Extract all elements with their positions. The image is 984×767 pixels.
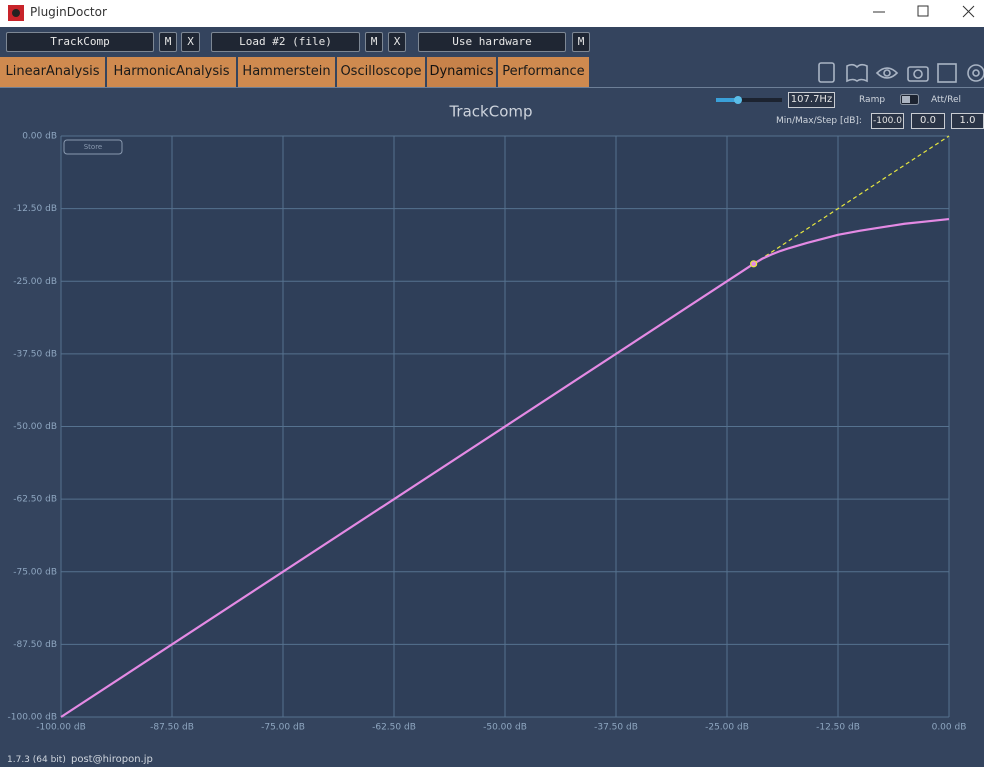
hardware-button[interactable]: Use hardware bbox=[418, 32, 566, 52]
version-label: 1.7.3 (64 bit) bbox=[7, 755, 66, 765]
mute-button[interactable]: M bbox=[159, 32, 177, 52]
y-tick-label: -62.50 dB bbox=[13, 495, 57, 505]
chart-title: TrackComp bbox=[448, 103, 532, 121]
y-tick-label: 0.00 dB bbox=[22, 132, 57, 142]
threshold-marker bbox=[750, 260, 758, 268]
max-input[interactable]: 0.0 bbox=[911, 113, 945, 129]
ramp-toggle[interactable] bbox=[900, 94, 920, 105]
panel-border bbox=[0, 87, 984, 88]
tab[interactable]: Oscilloscope bbox=[337, 57, 425, 87]
store-button[interactable] bbox=[63, 139, 123, 155]
app-icon bbox=[8, 5, 24, 21]
email-label: post@hiropon.jp bbox=[71, 754, 153, 765]
series-line bbox=[60, 217, 950, 718]
window-title: PluginDoctor bbox=[30, 5, 107, 19]
view-icon[interactable] bbox=[875, 67, 899, 79]
x-tick-label: -25.00 dB bbox=[705, 723, 749, 733]
remove-button[interactable]: X bbox=[181, 32, 200, 52]
min-input[interactable]: -100.0 bbox=[871, 113, 904, 129]
title-bar: PluginDoctor bbox=[0, 0, 984, 27]
plugin-slot[interactable]: Load #2 (file) bbox=[211, 32, 360, 52]
mute-button[interactable]: M bbox=[365, 32, 383, 52]
compare-icon[interactable] bbox=[937, 63, 957, 83]
series-line bbox=[753, 135, 950, 265]
x-tick-label: -12.50 dB bbox=[816, 723, 860, 733]
tab[interactable]: Hammerstein bbox=[238, 57, 335, 87]
maximize-button[interactable] bbox=[917, 5, 929, 17]
frequency-value[interactable]: 107.7Hz bbox=[788, 92, 835, 108]
x-tick-label: -37.50 dB bbox=[594, 723, 638, 733]
x-tick-label: -62.50 dB bbox=[372, 723, 416, 733]
tab[interactable]: HarmonicAnalysis bbox=[107, 57, 236, 87]
remove-button[interactable]: X bbox=[388, 32, 406, 52]
settings-icon[interactable] bbox=[967, 64, 984, 82]
y-tick-label: -50.00 dB bbox=[13, 422, 57, 432]
toolbar-icons bbox=[818, 62, 984, 83]
window-controls[interactable] bbox=[860, 0, 984, 27]
tab[interactable]: Performance bbox=[498, 57, 589, 87]
x-tick-label: -75.00 dB bbox=[261, 723, 305, 733]
y-tick-label: -25.00 dB bbox=[13, 277, 57, 287]
mute-button[interactable]: M bbox=[572, 32, 590, 52]
store-label: Store bbox=[84, 143, 103, 151]
tab[interactable]: LinearAnalysis bbox=[0, 57, 105, 87]
y-tick-label: -37.50 dB bbox=[13, 349, 57, 359]
x-tick-label: -50.00 dB bbox=[483, 723, 527, 733]
x-tick-label: -87.50 dB bbox=[150, 723, 194, 733]
notes-icon[interactable] bbox=[818, 62, 835, 83]
att-rel-label: Att/Rel bbox=[931, 95, 961, 105]
y-tick-label: -12.50 dB bbox=[13, 204, 57, 214]
y-tick-label: -75.00 dB bbox=[13, 567, 57, 577]
step-input[interactable]: 1.0 bbox=[951, 113, 984, 129]
plugin-slot[interactable]: TrackComp bbox=[6, 32, 154, 52]
y-tick-label: -100.00 dB bbox=[8, 713, 58, 723]
close-button[interactable] bbox=[962, 5, 975, 18]
x-tick-label: 0.00 dB bbox=[932, 723, 967, 733]
x-tick-label: -100.00 dB bbox=[36, 723, 86, 733]
ramp-label: Ramp bbox=[859, 95, 886, 105]
tab[interactable]: Dynamics bbox=[427, 57, 496, 87]
frequency-slider[interactable] bbox=[714, 93, 784, 107]
y-tick-label: -87.50 dB bbox=[13, 640, 57, 650]
manual-icon[interactable] bbox=[846, 63, 868, 83]
min-max-step-label: Min/Max/Step [dB]: bbox=[776, 116, 862, 126]
snapshot-icon[interactable] bbox=[907, 66, 929, 82]
